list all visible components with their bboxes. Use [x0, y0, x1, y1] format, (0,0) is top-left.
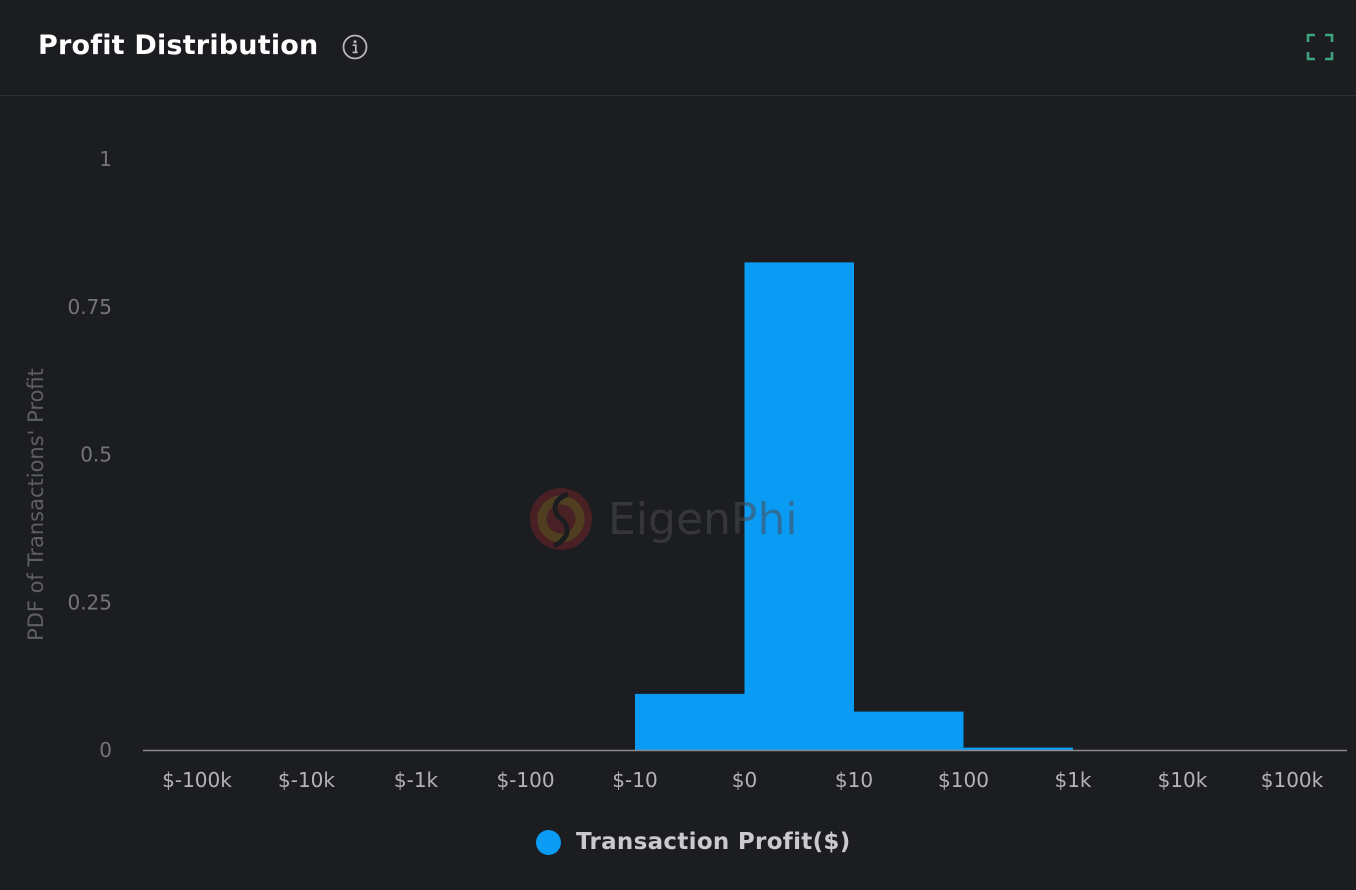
x-tick-label: $-10 [612, 768, 657, 792]
x-tick-label: $100k [1261, 768, 1324, 792]
histogram-bar [635, 693, 745, 750]
watermark-text: EigenPhi [608, 493, 798, 545]
y-tick-label: 1 [99, 147, 112, 171]
x-tick-label: $-100 [496, 768, 554, 792]
x-tick-label: $-100k [162, 768, 232, 792]
histogram-chart: $-100k $-10k $-1k $-100 $-10 $0 $10 $100 $1k $10k… [24, 147, 1347, 792]
x-tick-label: $-10k [278, 768, 335, 792]
x-tick-label: $1k [1054, 768, 1091, 792]
chart-header: Profit Distribution [0, 0, 1356, 96]
x-tick-label: $-1k [394, 768, 439, 792]
histogram-bar [744, 262, 854, 750]
y-tick-label: 0.5 [80, 443, 112, 467]
chart-title: Profit Distribution [38, 30, 319, 61]
eigenphi-logo-icon [530, 488, 592, 550]
x-tick-label: $0 [732, 768, 757, 792]
x-tick-label: $100 [938, 768, 989, 792]
histogram-bar [963, 747, 1073, 750]
watermark: EigenPhi [528, 486, 798, 552]
y-tick-label: 0 [99, 738, 112, 762]
fullscreen-icon[interactable] [1306, 33, 1334, 61]
y-axis-label: PDF of Transactions' Profit [24, 368, 48, 641]
chart-area: $-100k $-10k $-1k $-100 $-10 $0 $10 $100 $1k $10k… [0, 96, 1356, 890]
y-tick-label: 0.25 [67, 590, 112, 614]
y-tick-label: 0.75 [67, 295, 112, 319]
histogram-bar [854, 711, 964, 750]
x-tick-label: $10 [835, 768, 873, 792]
legend-marker [536, 829, 561, 855]
chart-legend[interactable]: Transaction Profit($) [536, 828, 851, 856]
info-icon[interactable] [342, 34, 368, 60]
x-tick-label: $10k [1158, 768, 1208, 792]
legend-label: Transaction Profit($) [576, 829, 851, 855]
